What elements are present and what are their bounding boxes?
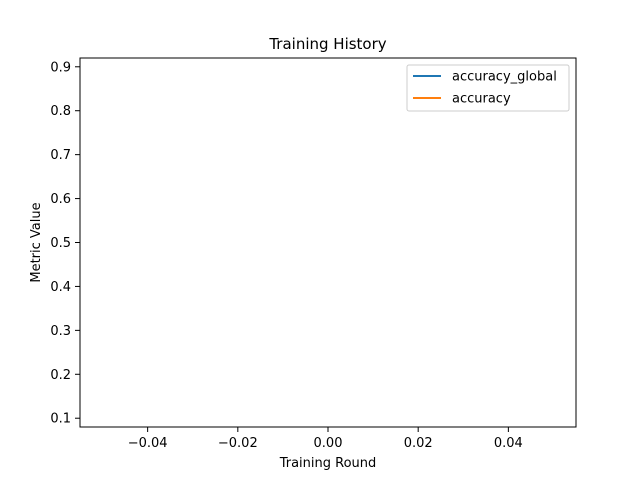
legend-label: accuracy [452, 92, 511, 107]
y-tick-label: 0.6 [50, 192, 71, 207]
legend: accuracy_global accuracy [406, 64, 570, 112]
legend-box [406, 64, 570, 112]
y-tick-label: 0.9 [50, 60, 71, 75]
x-tick-label: −0.04 [128, 436, 168, 451]
legend-label: accuracy_global [452, 70, 557, 85]
x-axis-label: Training Round [279, 456, 377, 471]
y-tick-label: 0.7 [50, 148, 71, 163]
y-tick-label: 0.3 [50, 324, 71, 339]
x-tick-label: −0.02 [218, 436, 258, 451]
y-tick-label: 0.4 [50, 280, 71, 295]
x-tick-label: 0.00 [314, 436, 343, 451]
x-tick-label: 0.04 [494, 436, 523, 451]
y-tick-label: 0.5 [50, 236, 71, 251]
y-tick-label: 0.8 [50, 104, 71, 119]
legend-entries: accuracy_global accuracy [413, 70, 557, 107]
x-tick-label: 0.02 [404, 436, 433, 451]
y-tick-label: 0.2 [50, 368, 71, 383]
y-tick-label: 0.1 [50, 412, 71, 427]
x-axis: −0.04 −0.02 0.00 0.02 0.04 [128, 427, 523, 451]
y-axis-label: Metric Value [29, 202, 44, 282]
y-axis: 0.1 0.2 0.3 0.4 0.5 0.6 0.7 0.8 0.9 [50, 60, 80, 427]
chart-title: Training History [268, 35, 386, 53]
